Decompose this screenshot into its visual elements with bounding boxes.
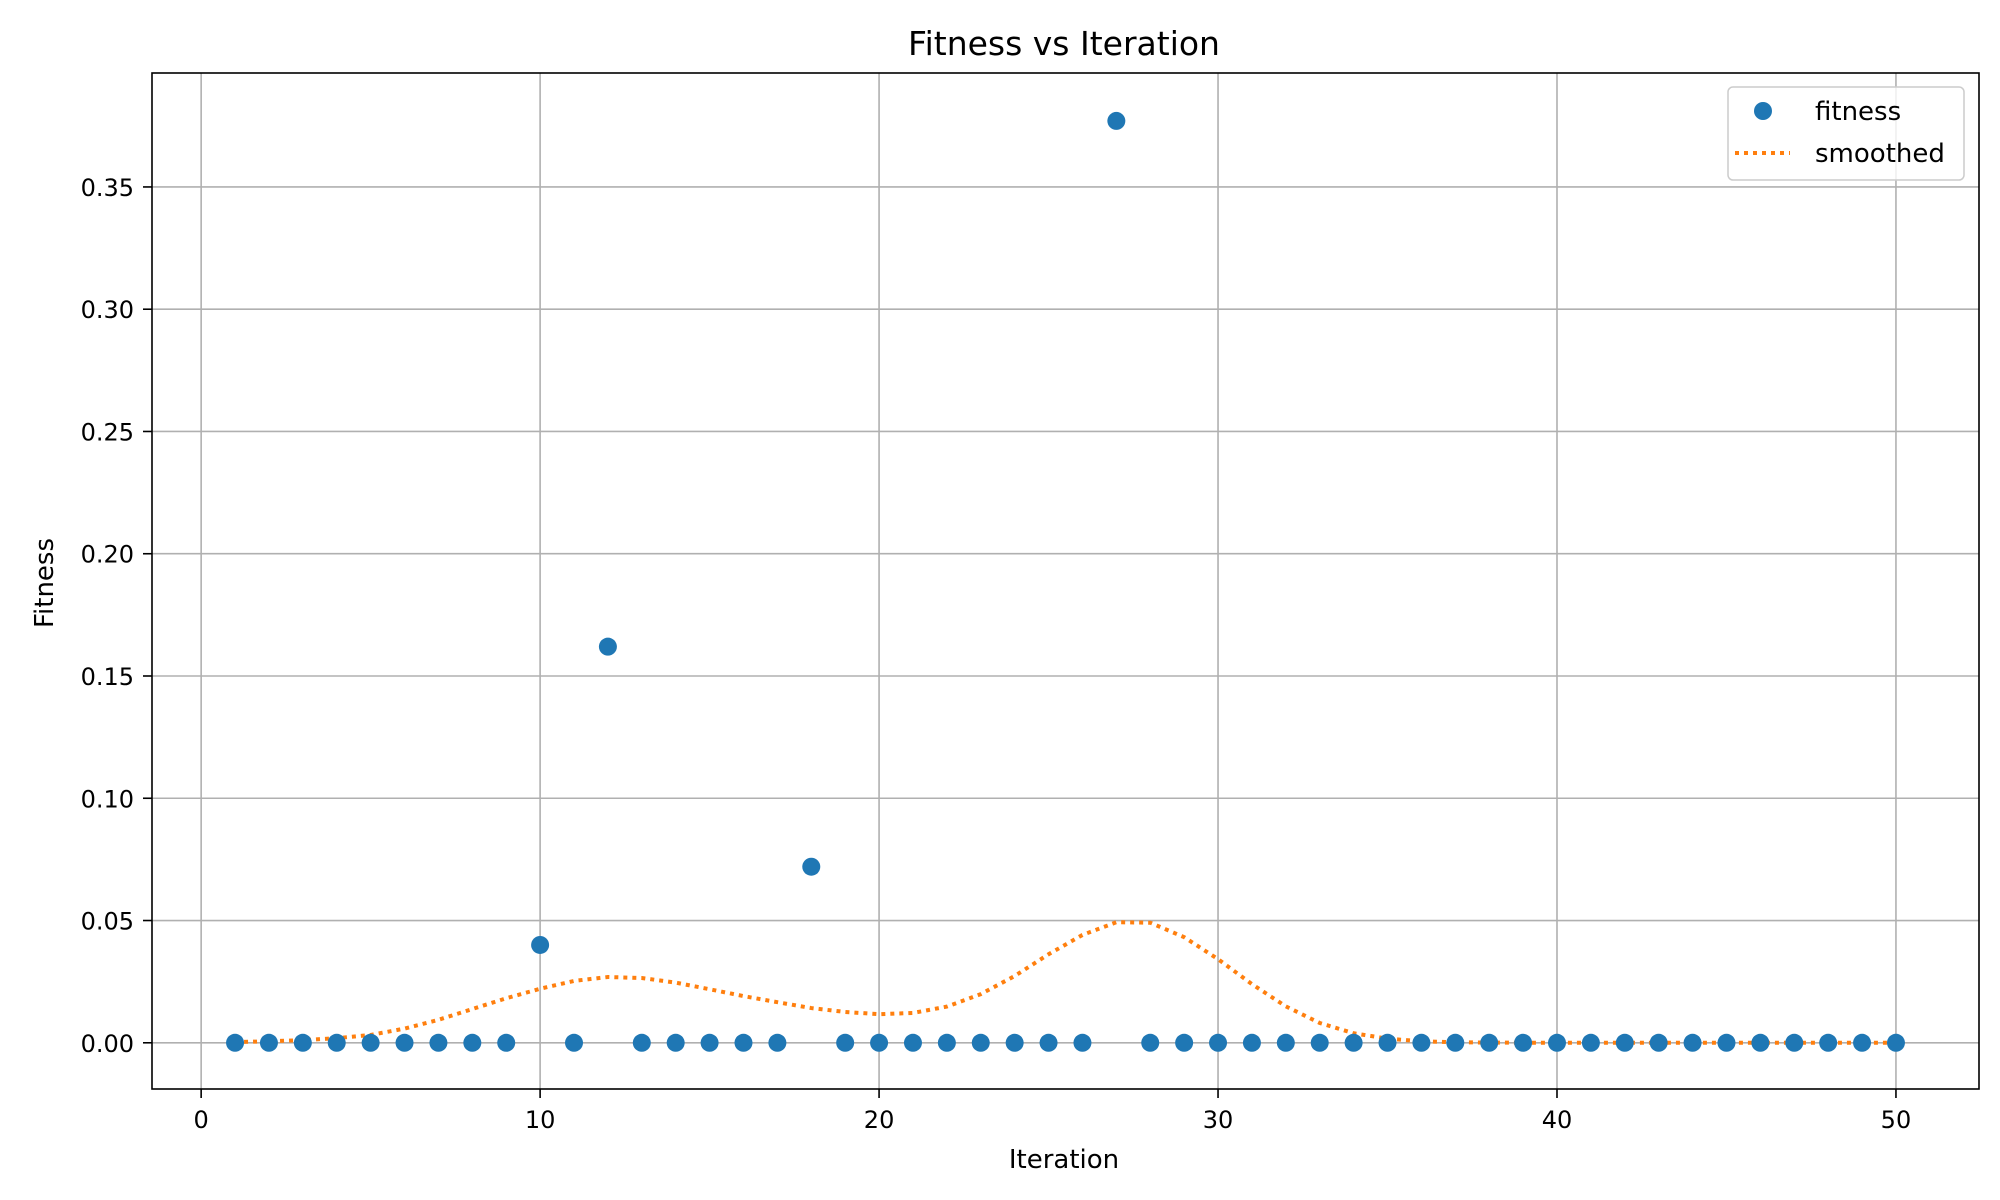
y-tick-label: 0.05 <box>81 908 134 936</box>
fitness-point <box>1819 1033 1838 1052</box>
smoothed-series-line <box>235 920 1896 1045</box>
fitness-point <box>293 1033 312 1052</box>
fitness-point <box>395 1033 414 1052</box>
fitness-point <box>1209 1033 1228 1052</box>
fitness-point <box>565 1033 584 1052</box>
fitness-point <box>1785 1033 1804 1052</box>
fitness-point <box>1853 1033 1872 1052</box>
fitness-point <box>836 1033 855 1052</box>
fitness-point <box>1344 1033 1363 1052</box>
x-tick-label: 20 <box>864 1106 895 1134</box>
fitness-point <box>1175 1033 1194 1052</box>
fitness-point <box>632 1033 651 1052</box>
y-tick-label: 0.10 <box>81 785 134 813</box>
fitness-point <box>1310 1033 1329 1052</box>
x-axis-title: Iteration <box>1009 1145 1119 1175</box>
fitness-point <box>971 1033 990 1052</box>
fitness-point <box>1717 1033 1736 1052</box>
fitness-point <box>1005 1033 1024 1052</box>
fitness-point <box>937 1033 956 1052</box>
axes-layer <box>151 72 1980 1090</box>
fitness-point <box>1514 1033 1533 1052</box>
fitness-point <box>463 1033 482 1052</box>
x-tick-label: 40 <box>1542 1106 1573 1134</box>
fitness-point <box>429 1033 448 1052</box>
fitness-point <box>1683 1033 1702 1052</box>
fitness-point <box>1886 1033 1905 1052</box>
legend-fitness-marker <box>1754 102 1772 120</box>
fitness-point <box>1242 1033 1261 1052</box>
x-tick-label: 10 <box>525 1106 556 1134</box>
y-tick-label: 0.25 <box>81 418 134 446</box>
fitness-point <box>598 637 617 656</box>
fitness-point <box>1378 1033 1397 1052</box>
legend-frame <box>1727 86 1965 181</box>
fitness-point <box>531 935 550 954</box>
legend: fitness smoothed <box>1727 86 1965 181</box>
fitness-point <box>1615 1033 1634 1052</box>
fitness-point <box>259 1033 278 1052</box>
fitness-point <box>1276 1033 1295 1052</box>
fitness-point <box>1073 1033 1092 1052</box>
fitness-point <box>903 1033 922 1052</box>
grid-layer <box>152 73 1979 1089</box>
plot-frame <box>151 72 1980 1090</box>
fitness-point <box>1446 1033 1465 1052</box>
x-tick-label: 30 <box>1203 1106 1234 1134</box>
fitness-point <box>1039 1033 1058 1052</box>
legend-fitness-label: fitness <box>1815 97 1901 127</box>
fitness-point <box>870 1033 889 1052</box>
fitness-point <box>327 1033 346 1052</box>
chart-title: Fitness vs Iteration <box>908 24 1220 63</box>
fitness-point <box>802 857 821 876</box>
legend-smoothed-label: smoothed <box>1815 139 1945 169</box>
x-tick-label: 0 <box>194 1106 209 1134</box>
fitness-point <box>768 1033 787 1052</box>
y-tick-label: 0.20 <box>81 541 134 569</box>
x-tick-label: 50 <box>1881 1106 1912 1134</box>
fitness-point <box>734 1033 753 1052</box>
fitness-point <box>666 1033 685 1052</box>
fitness-point <box>1751 1033 1770 1052</box>
y-tick-label: 0.30 <box>81 296 134 324</box>
fitness-point <box>1649 1033 1668 1052</box>
y-axis-title: Fitness <box>30 538 60 628</box>
fitness-point <box>1141 1033 1160 1052</box>
y-tick-label: 0.35 <box>81 174 134 202</box>
y-tick-label: 0.00 <box>81 1030 134 1058</box>
fitness-point <box>1480 1033 1499 1052</box>
fitness-point <box>497 1033 516 1052</box>
fitness-point <box>1107 111 1126 130</box>
fitness-point <box>361 1033 380 1052</box>
fitness-point <box>1581 1033 1600 1052</box>
fitness-point <box>1547 1033 1566 1052</box>
fitness-point <box>1412 1033 1431 1052</box>
y-tick-label: 0.15 <box>81 663 134 691</box>
fitness-point <box>700 1033 719 1052</box>
series-layer <box>226 111 1905 1052</box>
fitness-point <box>226 1033 245 1052</box>
ticks-layer: 0 10 20 30 40 50 0.00 0.05 0.10 0.15 0.20 0.25 0.30 0… <box>81 174 1912 1134</box>
